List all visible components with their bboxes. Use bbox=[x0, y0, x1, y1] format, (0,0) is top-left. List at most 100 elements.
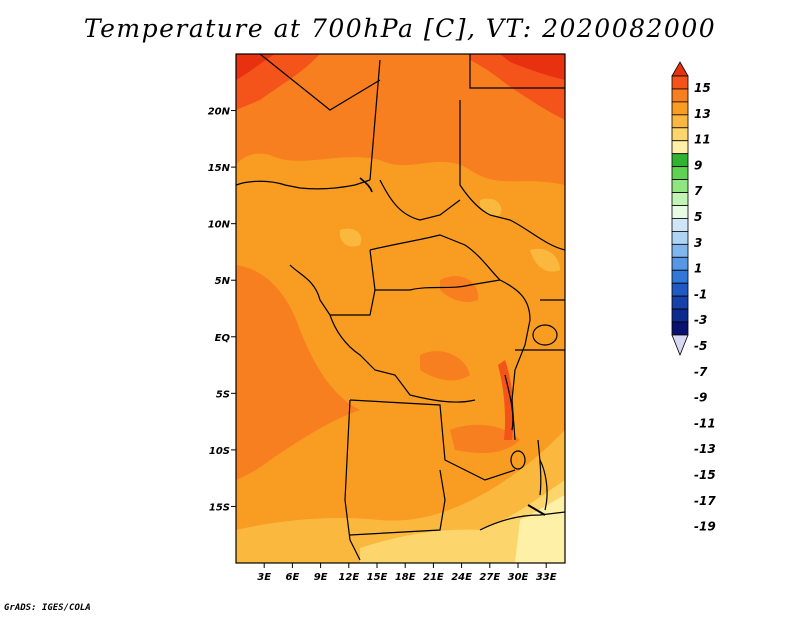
border-malawi bbox=[539, 459, 548, 511]
temperature-field bbox=[236, 54, 565, 563]
colorbar-label: 1 bbox=[694, 262, 702, 276]
lat-tick-label: 5S bbox=[216, 389, 230, 400]
field-band-3c-southeast bbox=[515, 495, 565, 563]
colorbar-label: -1 bbox=[694, 287, 707, 301]
lake-malawi bbox=[537, 439, 542, 496]
border-angola-zambia bbox=[349, 399, 516, 481]
colorbar-label: 15 bbox=[694, 81, 711, 95]
lon-tick-label: 30E bbox=[508, 572, 529, 583]
colorbar-label: -15 bbox=[694, 468, 716, 482]
lake-chad bbox=[359, 177, 373, 193]
field-band-5c-south bbox=[360, 480, 565, 563]
colorbar-segment bbox=[671, 256, 689, 271]
border-chad-sudan bbox=[459, 100, 565, 251]
colorbar-label: -11 bbox=[694, 416, 716, 430]
colorbar-segment bbox=[671, 166, 689, 180]
colorbar-segment bbox=[671, 218, 689, 232]
lake-victoria bbox=[532, 324, 558, 346]
colorbar-top-triangle bbox=[671, 61, 689, 77]
border-drc-east bbox=[499, 279, 531, 441]
field-patch-7c-a bbox=[339, 228, 362, 247]
map-frame bbox=[235, 53, 566, 564]
colorbar-segment bbox=[671, 127, 689, 142]
colorbar-label: -19 bbox=[694, 520, 716, 534]
field-patch-7c-c bbox=[530, 248, 560, 272]
grads-credit: GrADS: IGES/COLA bbox=[4, 603, 91, 613]
colorbar: 15 13 11 9 7 5 3 1 -1 -3 -5 -7 -9 -11 -13 -15 -17 -19 bbox=[671, 61, 716, 534]
colorbar-label: 7 bbox=[694, 184, 703, 198]
border-angola-west bbox=[344, 399, 361, 561]
field-patch-11c-east bbox=[450, 424, 520, 453]
colorbar-segment bbox=[671, 153, 689, 168]
border-tanzania bbox=[515, 349, 565, 430]
colorbar-label: -3 bbox=[694, 313, 707, 327]
lon-tick-label: 33E bbox=[536, 572, 557, 583]
colorbar-segment bbox=[671, 243, 689, 258]
lat-tick-label: 10S bbox=[209, 446, 230, 457]
lat-tick-label: EQ bbox=[215, 333, 231, 344]
lon-tick-label: 15E bbox=[367, 572, 388, 583]
colorbar-segment bbox=[671, 230, 689, 245]
colorbar-label: -5 bbox=[694, 339, 707, 353]
lake-tanganyika bbox=[504, 374, 514, 431]
lon-tick-label: 12E bbox=[338, 572, 359, 583]
lake-bangweulu bbox=[510, 450, 526, 470]
colorbar-segment bbox=[671, 88, 689, 103]
colorbar-segment bbox=[671, 282, 689, 297]
colorbar-label: 5 bbox=[694, 210, 702, 224]
lon-tick-label: 3E bbox=[257, 572, 271, 583]
colorbar-segment bbox=[671, 140, 689, 155]
colorbar-label: 9 bbox=[694, 158, 702, 172]
chart-title: Temperature at 700hPa [C], VT: 202008200… bbox=[83, 14, 717, 43]
lat-tick-label: 20N bbox=[208, 107, 231, 118]
border-algeria bbox=[259, 54, 381, 111]
colorbar-segment bbox=[671, 269, 689, 284]
colorbar-label: -7 bbox=[694, 365, 708, 379]
field-band-15c-ne bbox=[500, 54, 565, 80]
lon-tick-label: 21E bbox=[423, 572, 444, 583]
colorbar-label: 11 bbox=[694, 133, 711, 147]
colorbar-label: 3 bbox=[694, 236, 702, 250]
lakes bbox=[359, 177, 558, 516]
border-libya-egypt bbox=[469, 54, 565, 89]
lat-tick-label: 5N bbox=[215, 276, 231, 287]
lat-tick-label: 15N bbox=[208, 163, 231, 174]
longitude-axis: 3E 6E 9E 12E 15E 18E 21E 24E 27E 30E 33E bbox=[257, 563, 557, 583]
lake-kariba bbox=[527, 504, 546, 516]
colorbar-segment bbox=[671, 192, 689, 206]
lon-tick-label: 18E bbox=[395, 572, 416, 583]
border-niger-chad bbox=[369, 59, 381, 181]
colorbar-segment bbox=[671, 114, 689, 129]
colorbar-segment bbox=[671, 308, 689, 323]
colorbar-segment bbox=[671, 321, 689, 336]
border-car-south bbox=[369, 249, 501, 291]
border-zambia-zimbabwe bbox=[479, 511, 565, 531]
lon-tick-label: 9E bbox=[314, 572, 328, 583]
lon-tick-label: 6E bbox=[286, 572, 300, 583]
colorbar-label: -13 bbox=[694, 442, 716, 456]
lon-tick-label: 27E bbox=[479, 572, 500, 583]
field-patch-11c-north bbox=[440, 276, 479, 302]
field-patch-11c-center bbox=[420, 351, 470, 381]
field-band-15c-nw bbox=[236, 54, 275, 80]
field-patch-13c-rift bbox=[498, 360, 514, 440]
country-borders bbox=[236, 54, 565, 561]
latitude-axis: 20N 15N 10N 5N EQ 5S 10S 15S bbox=[208, 107, 236, 513]
border-angola-namibia bbox=[349, 469, 446, 536]
colorbar-segment bbox=[671, 205, 689, 219]
lat-tick-label: 15S bbox=[209, 502, 230, 513]
lon-tick-label: 24E bbox=[451, 572, 472, 583]
colorbar-segment bbox=[671, 101, 689, 116]
border-car-north bbox=[369, 234, 501, 281]
lat-tick-label: 10N bbox=[208, 220, 231, 231]
border-sahel-west bbox=[236, 179, 371, 190]
colorbar-label: -17 bbox=[694, 494, 716, 508]
field-band-11c bbox=[236, 54, 565, 185]
colorbar-bottom-triangle bbox=[671, 334, 689, 357]
field-band-13c-nw bbox=[236, 54, 320, 110]
colorbar-segment bbox=[671, 179, 689, 193]
border-cameroon bbox=[289, 264, 376, 316]
colorbar-segment bbox=[671, 75, 689, 90]
colorbar-segment bbox=[671, 295, 689, 310]
